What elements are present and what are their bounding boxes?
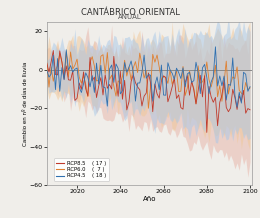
Legend: RCP8.5    ( 17 ), RCP6.0    (  7 ), RCP4.5    ( 18 ): RCP8.5 ( 17 ), RCP6.0 ( 7 ), RCP4.5 ( 18…: [54, 158, 109, 181]
Text: CANTÁBRICO ORIENTAL: CANTÁBRICO ORIENTAL: [81, 8, 179, 17]
Y-axis label: Cambio en nº de días de lluvia: Cambio en nº de días de lluvia: [23, 61, 28, 146]
Text: ANUAL: ANUAL: [118, 14, 142, 20]
X-axis label: Año: Año: [143, 196, 156, 202]
